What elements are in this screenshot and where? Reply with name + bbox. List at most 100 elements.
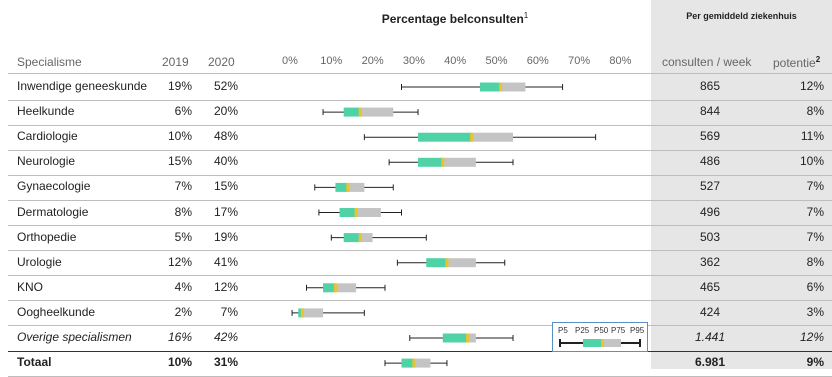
box-upper-quartile bbox=[500, 82, 526, 92]
row-2019-value: 19% bbox=[167, 79, 192, 93]
box-upper-quartile bbox=[347, 182, 365, 192]
box-lower-quartile bbox=[343, 107, 361, 117]
row-2019-value: 10% bbox=[167, 129, 192, 144]
header-divider bbox=[8, 73, 832, 74]
row-consulten-value: 424 bbox=[699, 304, 721, 319]
box-upper-quartile bbox=[442, 157, 476, 167]
row-2020-value: 48% bbox=[213, 129, 238, 144]
row-2019-value: 2% bbox=[174, 304, 192, 319]
box-lower-quartile bbox=[418, 132, 472, 142]
row-specialisme: Inwendige geneeskunde bbox=[17, 79, 148, 93]
box-lower-quartile bbox=[339, 208, 357, 217]
row-potentie-value: 8% bbox=[806, 254, 824, 269]
row-2019-value: 7% bbox=[174, 179, 192, 194]
box-lower-quartile bbox=[343, 233, 361, 243]
legend-label-p5: P5 bbox=[558, 326, 568, 335]
row-2019-value: 16% bbox=[167, 330, 192, 344]
row-divider bbox=[8, 350, 832, 352]
axis-tick-label: 50% bbox=[485, 55, 508, 67]
row-specialisme: Totaal bbox=[17, 355, 52, 370]
row-consulten-value: 503 bbox=[699, 229, 721, 244]
right-panel-background bbox=[651, 0, 832, 369]
box-upper-quartile bbox=[356, 208, 381, 217]
box-median bbox=[300, 308, 304, 318]
box-median bbox=[354, 208, 358, 217]
col-header-consulten: consulten / week bbox=[662, 55, 752, 69]
row-potentie-value: 6% bbox=[806, 279, 824, 294]
row-potentie-value: 12% bbox=[799, 79, 824, 93]
box-upper-quartile bbox=[413, 358, 431, 368]
box-lower-quartile bbox=[401, 358, 414, 368]
row-divider bbox=[8, 375, 832, 377]
row-2020-value: 41% bbox=[213, 254, 238, 269]
box-upper-quartile bbox=[471, 132, 514, 142]
row-potentie-value: 11% bbox=[800, 129, 824, 144]
col-header-potentie: potentie2 bbox=[773, 55, 821, 70]
row-specialisme: Orthopedie bbox=[17, 229, 77, 244]
legend-label-p50: P50 bbox=[594, 326, 609, 335]
box-lower-quartile bbox=[418, 157, 443, 167]
row-potentie-value: 12% bbox=[799, 330, 824, 344]
row-2019-value: 5% bbox=[174, 229, 192, 244]
box-upper-quartile bbox=[446, 258, 476, 268]
row-2020-value: 7% bbox=[220, 304, 238, 319]
box-median bbox=[358, 233, 362, 243]
axis-tick-label: 80% bbox=[609, 55, 632, 67]
box-lower-quartile bbox=[442, 333, 468, 343]
row-consulten-value: 496 bbox=[699, 204, 721, 219]
row-potentie-value: 7% bbox=[806, 229, 824, 244]
axis-tick-label: 10% bbox=[320, 55, 343, 67]
row-consulten-value: 844 bbox=[699, 104, 721, 119]
row-2019-value: 12% bbox=[167, 254, 192, 269]
row-specialisme: Heelkunde bbox=[17, 104, 75, 119]
row-2020-value: 42% bbox=[213, 330, 238, 344]
row-consulten-value: 486 bbox=[699, 154, 721, 169]
row-potentie-value: 7% bbox=[806, 179, 824, 194]
axis-tick-label: 0% bbox=[282, 55, 298, 67]
chart-table: Percentage belconsulten1 Per gemiddeld z… bbox=[8, 0, 832, 377]
row-consulten-value: 6.981 bbox=[694, 355, 726, 370]
row-2020-value: 19% bbox=[213, 229, 238, 244]
row-2020-value: 40% bbox=[213, 154, 238, 169]
row-divider bbox=[8, 300, 832, 302]
row-potentie-value: 8% bbox=[806, 104, 824, 119]
axis-tick-label: 60% bbox=[526, 55, 549, 67]
legend-sample-box bbox=[559, 339, 641, 347]
box-lower-quartile bbox=[335, 182, 348, 192]
row-2019-value: 4% bbox=[174, 279, 192, 294]
row-2020-value: 31% bbox=[213, 355, 238, 370]
axis-tick-label: 40% bbox=[444, 55, 467, 67]
row-specialisme: KNO bbox=[17, 279, 44, 294]
row-divider bbox=[8, 149, 832, 151]
legend-label-p95: P95 bbox=[630, 326, 645, 335]
row-divider bbox=[8, 225, 832, 227]
row-2019-value: 15% bbox=[167, 154, 192, 169]
row-specialisme: Overige specialismen bbox=[17, 330, 132, 344]
row-2019-value: 10% bbox=[167, 355, 192, 370]
row-2020-value: 20% bbox=[213, 104, 238, 119]
legend-label-p25: P25 bbox=[575, 326, 590, 335]
legend-label-p75: P75 bbox=[611, 326, 626, 335]
legend: P5 P25 P50 P75 P95 bbox=[552, 322, 648, 352]
col-header-2020: 2020 bbox=[208, 55, 235, 69]
row-potentie-value: 7% bbox=[806, 204, 824, 219]
row-specialisme: Dermatologie bbox=[17, 204, 89, 219]
axis-tick-label: 30% bbox=[402, 55, 425, 67]
chart-title: Percentage belconsulten1 bbox=[381, 11, 529, 26]
box-lower-quartile bbox=[426, 258, 447, 268]
row-specialisme: Urologie bbox=[17, 254, 62, 269]
row-consulten-value: 527 bbox=[699, 179, 721, 194]
box-lower-quartile bbox=[298, 308, 303, 318]
row-specialisme: Gynaecologie bbox=[17, 179, 91, 194]
row-specialisme: Cardiologie bbox=[17, 129, 78, 144]
row-specialisme: Neurologie bbox=[17, 154, 76, 169]
row-2020-value: 12% bbox=[213, 279, 238, 294]
box-upper-quartile bbox=[467, 333, 476, 343]
right-panel-title: Per gemiddeld ziekenhuis bbox=[686, 11, 797, 21]
row-divider bbox=[8, 174, 832, 176]
box-median bbox=[445, 258, 449, 268]
box-upper-quartile bbox=[302, 308, 324, 318]
axis-tick-label: 70% bbox=[568, 55, 591, 67]
box-upper-quartile bbox=[335, 283, 357, 293]
box-median bbox=[499, 82, 503, 92]
